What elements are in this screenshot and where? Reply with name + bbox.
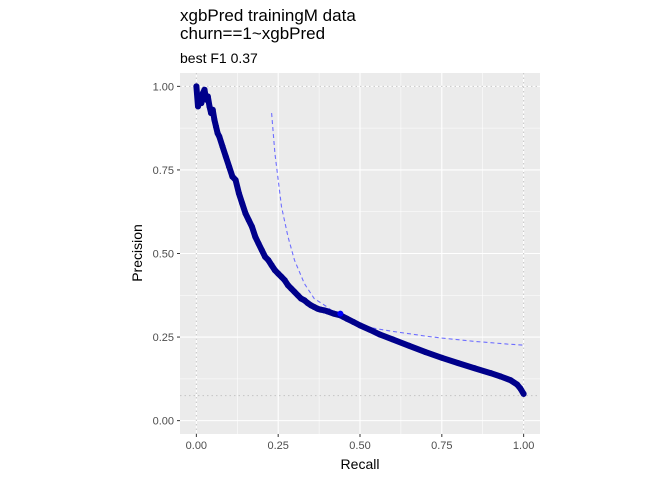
x-axis-title: Recall: [341, 456, 380, 472]
pr-point: [281, 277, 288, 284]
pr-point: [193, 83, 200, 90]
x-tick-label: 1.00: [513, 440, 534, 452]
pr-point: [517, 385, 524, 392]
pr-point: [406, 342, 413, 349]
pr-point: [350, 319, 357, 326]
x-tick-label: 0.00: [186, 440, 207, 452]
pr-point: [389, 336, 396, 343]
pr-point: [455, 360, 462, 367]
pr-point: [198, 100, 205, 107]
pr-point: [249, 223, 255, 230]
pr-point: [265, 257, 272, 264]
pr-point: [252, 233, 259, 240]
pr-point: [204, 93, 211, 100]
pr-point: [343, 315, 350, 322]
y-axis-title: Precision: [129, 224, 145, 282]
pr-point: [268, 262, 275, 269]
pr-point: [520, 390, 527, 397]
pr-point: [201, 86, 208, 93]
pr-point: [258, 247, 265, 254]
pr-point: [232, 176, 239, 183]
y-tick-label: 0.75: [153, 165, 174, 177]
pr-point: [222, 153, 229, 160]
pr-point: [330, 310, 337, 317]
y-tick-label: 0.50: [153, 249, 174, 261]
pr-curve: [193, 83, 527, 397]
pr-point: [239, 200, 246, 207]
pr-point: [497, 373, 504, 380]
pr-point: [235, 190, 242, 197]
y-axis-ticks: 0.00 0.25 0.50 0.75 1.00: [153, 81, 180, 428]
pr-point: [324, 308, 331, 315]
pr-point: [219, 143, 226, 150]
pr-point: [211, 116, 218, 123]
reference-lines: [180, 73, 540, 434]
x-tick-label: 0.25: [267, 440, 288, 452]
pr-point: [216, 133, 223, 140]
chart-title-line2: churn==1~xgbPred: [180, 24, 325, 43]
x-tick-label: 0.75: [431, 440, 452, 452]
pr-point: [438, 354, 445, 361]
y-tick-label: 0.00: [153, 416, 174, 428]
chart-title-line1: xgbPred trainingM data: [180, 6, 356, 25]
y-tick-label: 1.00: [153, 81, 174, 93]
pr-point: [242, 210, 249, 217]
pr-point: [209, 106, 216, 113]
pr-point: [507, 377, 514, 384]
pr-point: [422, 349, 429, 356]
pr-point: [471, 365, 478, 372]
pr-point: [487, 370, 494, 377]
pr-point: [255, 240, 262, 247]
pr-point: [226, 163, 233, 170]
pr-point: [376, 331, 383, 338]
pr-point: [514, 381, 521, 388]
x-tick-label: 0.50: [349, 440, 370, 452]
pr-point: [213, 123, 219, 130]
pr-point: [245, 217, 252, 224]
pr-point: [357, 322, 363, 329]
y-tick-label: 0.25: [153, 332, 174, 344]
best-f1-point: [337, 310, 344, 317]
best-f1-marker: [337, 310, 344, 317]
x-axis-ticks: 0.00 0.25 0.50 0.75 1.00: [186, 434, 534, 452]
pr-point: [366, 326, 373, 333]
chart-subtitle: best F1 0.37: [180, 50, 258, 66]
